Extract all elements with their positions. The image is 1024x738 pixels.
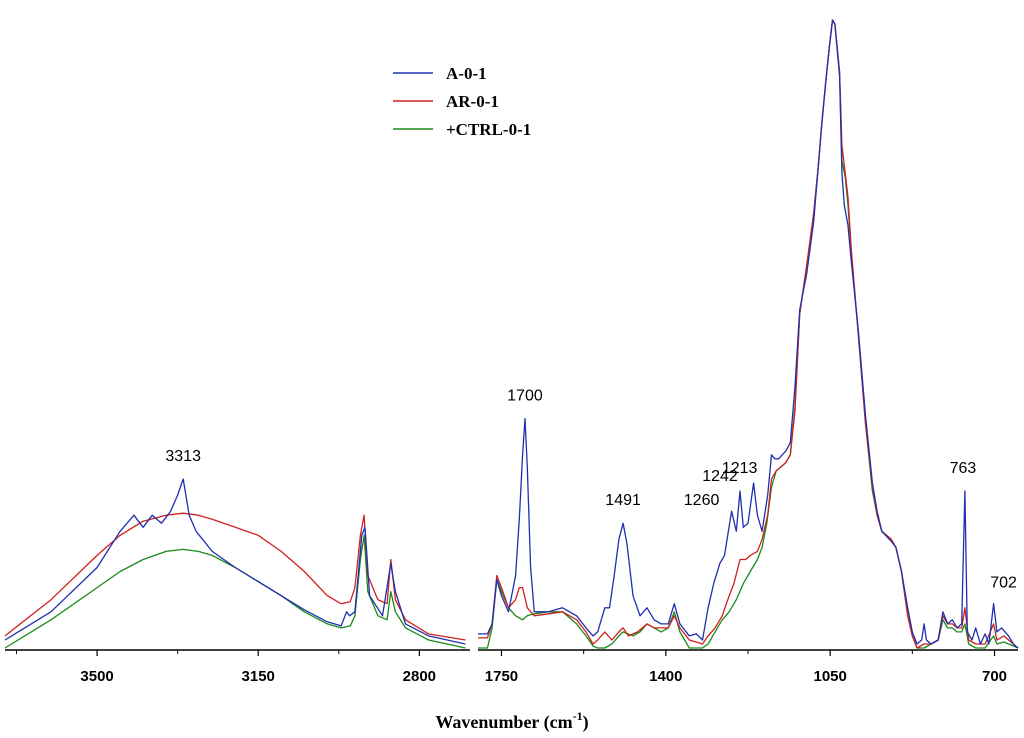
x-tick-label: 1050: [813, 668, 846, 685]
peak-label: 763: [950, 460, 977, 477]
series-line-ar-0-1-right: [478, 19, 1019, 649]
peak-label: 1700: [507, 388, 543, 405]
peak-label: 1242: [702, 468, 738, 485]
peak-label: 1491: [605, 492, 641, 509]
legend-label: +CTRL-0-1: [446, 120, 531, 139]
series-line--ctrl-0-1-right: [478, 19, 1019, 649]
peak-label: 1213: [722, 460, 758, 477]
x-tick-label: 3500: [80, 668, 113, 685]
x-axis-title: Wavenumber (cm-1): [435, 709, 588, 733]
peak-label: 1260: [684, 492, 720, 509]
series-line--ctrl-0-1-left: [4, 534, 466, 649]
x-tick-label: 3150: [242, 668, 275, 685]
peak-label: 702: [990, 575, 1017, 592]
series-line-a-0-1-right: [478, 19, 1019, 649]
peak-label: 3313: [165, 448, 201, 465]
legend-label: A-0-1: [446, 64, 487, 83]
x-tick-label: 1750: [485, 668, 518, 685]
x-ticks: 3500 3150 2800 1750 1400 1050 700: [16, 650, 1007, 685]
legend: A-0-1 AR-0-1 +CTRL-0-1: [393, 64, 531, 139]
series-line-a-0-1-left: [4, 478, 466, 645]
x-tick-label: 2800: [403, 668, 436, 685]
series-line-ar-0-1-left: [4, 512, 466, 641]
x-tick-label: 700: [982, 668, 1007, 685]
x-tick-label: 1400: [649, 668, 682, 685]
plot-lines: [4, 19, 1019, 649]
legend-label: AR-0-1: [446, 92, 499, 111]
